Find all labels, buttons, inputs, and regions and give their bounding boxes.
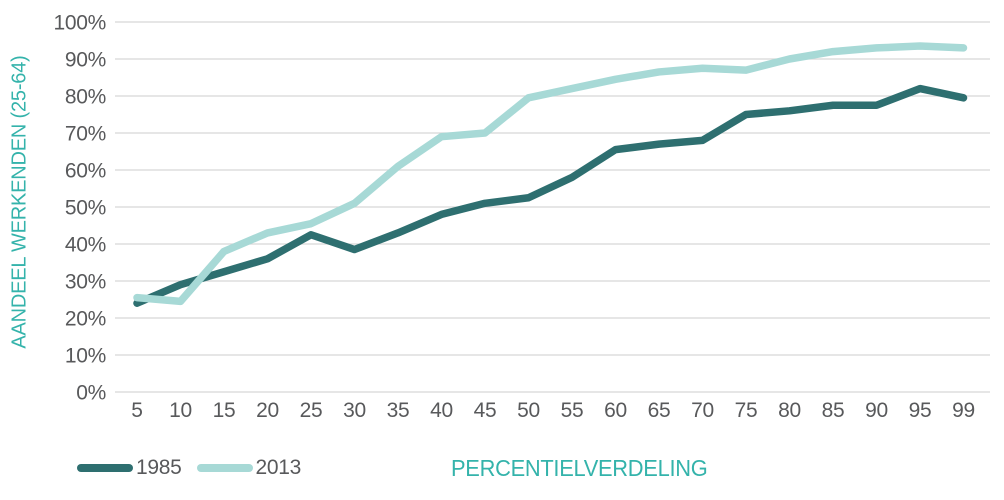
x-tick-label: 10 [169, 399, 192, 422]
y-tick-label: 30% [65, 271, 106, 294]
chart-legend: 1985 2013 [77, 456, 301, 479]
y-tick-label: 100% [53, 12, 106, 35]
y-tick-label: 80% [65, 86, 106, 109]
legend-swatch-1985-icon [77, 463, 133, 472]
x-tick-label: 65 [648, 399, 671, 422]
x-tick-label: 55 [561, 399, 584, 422]
y-tick-label: 50% [65, 197, 106, 220]
y-axis-title: AANDEEL WERKENDEN (25-64) [8, 55, 31, 349]
x-tick-label: 45 [474, 399, 497, 422]
legend-label-2013: 2013 [255, 455, 302, 479]
x-tick-label: 75 [735, 399, 758, 422]
legend-label-1985: 1985 [136, 455, 182, 479]
y-tick-label: 40% [65, 234, 106, 257]
x-tick-label: 40 [430, 399, 453, 422]
x-tick-label: 70 [691, 399, 714, 422]
x-tick-label: 60 [604, 399, 627, 422]
y-tick-label: 60% [65, 160, 106, 183]
x-tick-label: 20 [256, 399, 279, 422]
x-tick-label: 80 [778, 399, 801, 422]
series-line-2013 [133, 42, 968, 306]
x-tick-label: 50 [517, 399, 540, 422]
y-tick-label: 0% [76, 382, 106, 405]
y-tick-label: 90% [65, 49, 106, 72]
x-tick-label: 15 [213, 399, 236, 422]
x-tick-label: 30 [343, 399, 366, 422]
x-tick-label: 5 [131, 399, 142, 422]
legend-item-2013: 2013 [196, 455, 302, 480]
x-tick-label: 85 [822, 399, 845, 422]
x-tick-label: 95 [909, 399, 932, 422]
x-tick-label: 35 [387, 399, 410, 422]
legend-swatch-2013-icon [196, 463, 253, 472]
x-tick-label: 90 [865, 399, 888, 422]
y-tick-label: 10% [65, 345, 106, 368]
y-tick-label: 70% [65, 123, 106, 146]
legend-item-1985: 1985 [77, 456, 182, 480]
x-tick-label: 25 [300, 399, 323, 422]
series-line-1985 [133, 84, 968, 307]
x-axis-title: PERCENTIELVERDELING [451, 455, 708, 481]
y-tick-label: 20% [65, 308, 106, 331]
x-tick-label: 99 [952, 399, 975, 422]
